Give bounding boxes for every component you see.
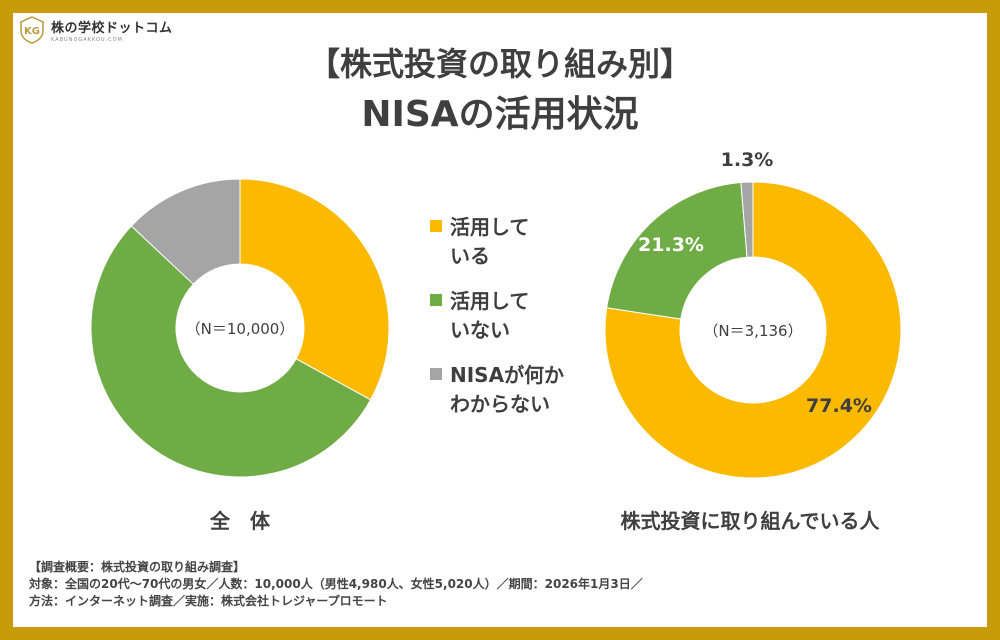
- legend-label-using: 活用して いる: [450, 215, 530, 268]
- legend-item-using: 活用して いる: [430, 213, 570, 271]
- donut-slice: [239, 178, 390, 401]
- data-label: 1.3%: [721, 149, 774, 171]
- data-label: 21.3%: [638, 234, 704, 256]
- legend-item-not-using: 活用して いない: [430, 287, 570, 345]
- center-label: （N＝3,136）: [703, 322, 802, 340]
- footnote-line: 【調査概要：株式投資の取り組み調査】: [29, 560, 246, 574]
- donut-slice: [606, 181, 748, 320]
- infographic: KG 株の学校ドットコム KABUNOGAKKOU.COM 【株式投資の取り組み…: [13, 13, 987, 627]
- legend-label-not-using: 活用して いない: [450, 289, 530, 342]
- footnote-line: 対象：全国の20代〜70代の男女／人数：10,000人（男性4,980人、女性5…: [29, 577, 643, 591]
- shield-logo-icon: KG: [20, 16, 44, 44]
- legend-swatch-using: [430, 220, 442, 232]
- center-label: （N＝10,000）: [186, 320, 295, 338]
- title-line-2: NISAの活用状況: [361, 94, 639, 135]
- caption-investors: 株式投資に取り組んでいる人: [620, 509, 880, 533]
- donut-slice: [740, 181, 754, 258]
- brand-name: 株の学校ドットコム: [51, 21, 173, 36]
- svg-text:KG: KG: [24, 26, 40, 37]
- footnote-line: 方法：インターネット調査／実施：株式会社トレジャープロモート: [29, 594, 388, 608]
- legend-swatch-not-using: [430, 294, 442, 306]
- brand-logo: KG 株の学校ドットコム KABUNOGAKKOU.COM: [17, 15, 173, 45]
- legend-label-unknown: NISAが何か わからない: [450, 363, 565, 416]
- donut-slice: [90, 225, 372, 478]
- title-line-1: 【株式投資の取り組み別】: [307, 45, 692, 83]
- donut-slice: [130, 178, 241, 285]
- survey-footnote: 【調査概要：株式投資の取り組み調査】 対象：全国の20代〜70代の男女／人数：1…: [29, 559, 643, 610]
- donut-charts: （N＝10,000） 77.4% 21.3% 1.3% （N＝3,136）: [90, 149, 902, 479]
- data-label: 77.4%: [806, 395, 872, 417]
- legend-item-unknown: NISAが何か わからない: [430, 361, 570, 419]
- caption-overall: 全 体: [210, 509, 270, 533]
- brand-sub: KABUNOGAKKOU.COM: [51, 37, 123, 43]
- donut-slice: [604, 181, 902, 479]
- legend-swatch-unknown: [430, 368, 442, 380]
